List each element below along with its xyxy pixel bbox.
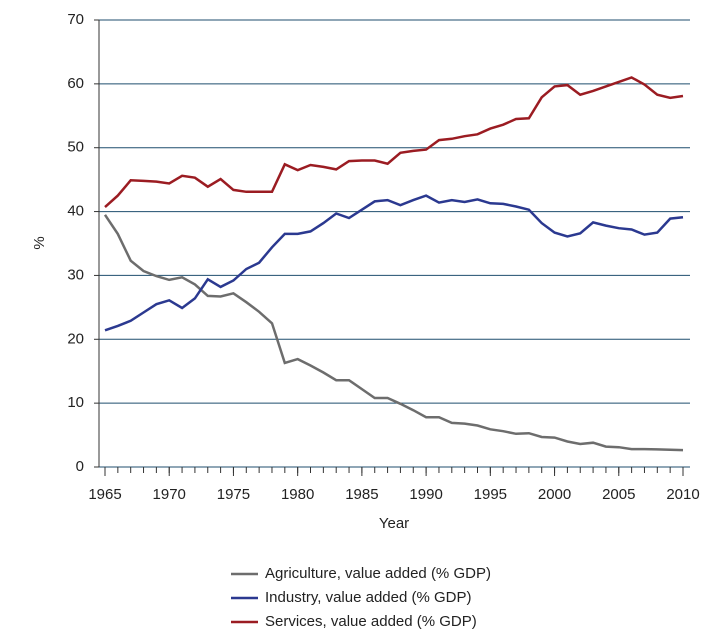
series-line [104,194,684,332]
y-tick-label: 50 [67,139,84,156]
x-axis-label: Year [379,515,409,532]
x-tick-label: 2000 [538,486,571,503]
y-tick-label: 40 [67,203,84,220]
legend-label: Services, value added (% GDP) [265,613,477,630]
x-tick-label: 1980 [281,486,314,503]
x-tick-label: 1985 [345,486,378,503]
y-tick-label: 10 [67,394,84,411]
x-tick-label: 2005 [602,486,635,503]
y-axis-label: % [31,236,48,249]
y-tick-label: 20 [67,330,84,347]
y-tick-label: 30 [67,266,84,283]
y-tick-label: 60 [67,75,84,92]
x-tick-label: 1965 [88,486,121,503]
series-line [104,76,684,209]
series-line [103,214,684,452]
x-tick-label: 1970 [153,486,186,503]
x-tick-label: 1975 [217,486,250,503]
x-tick-label: 2010 [666,486,699,503]
x-tick-label: 1990 [409,486,442,503]
legend-label: Industry, value added (% GDP) [265,589,471,606]
x-tick-label: 1995 [474,486,507,503]
legend-label: Agriculture, value added (% GDP) [265,565,491,582]
y-tick-label: 0 [76,458,84,475]
y-tick-label: 70 [67,11,84,28]
